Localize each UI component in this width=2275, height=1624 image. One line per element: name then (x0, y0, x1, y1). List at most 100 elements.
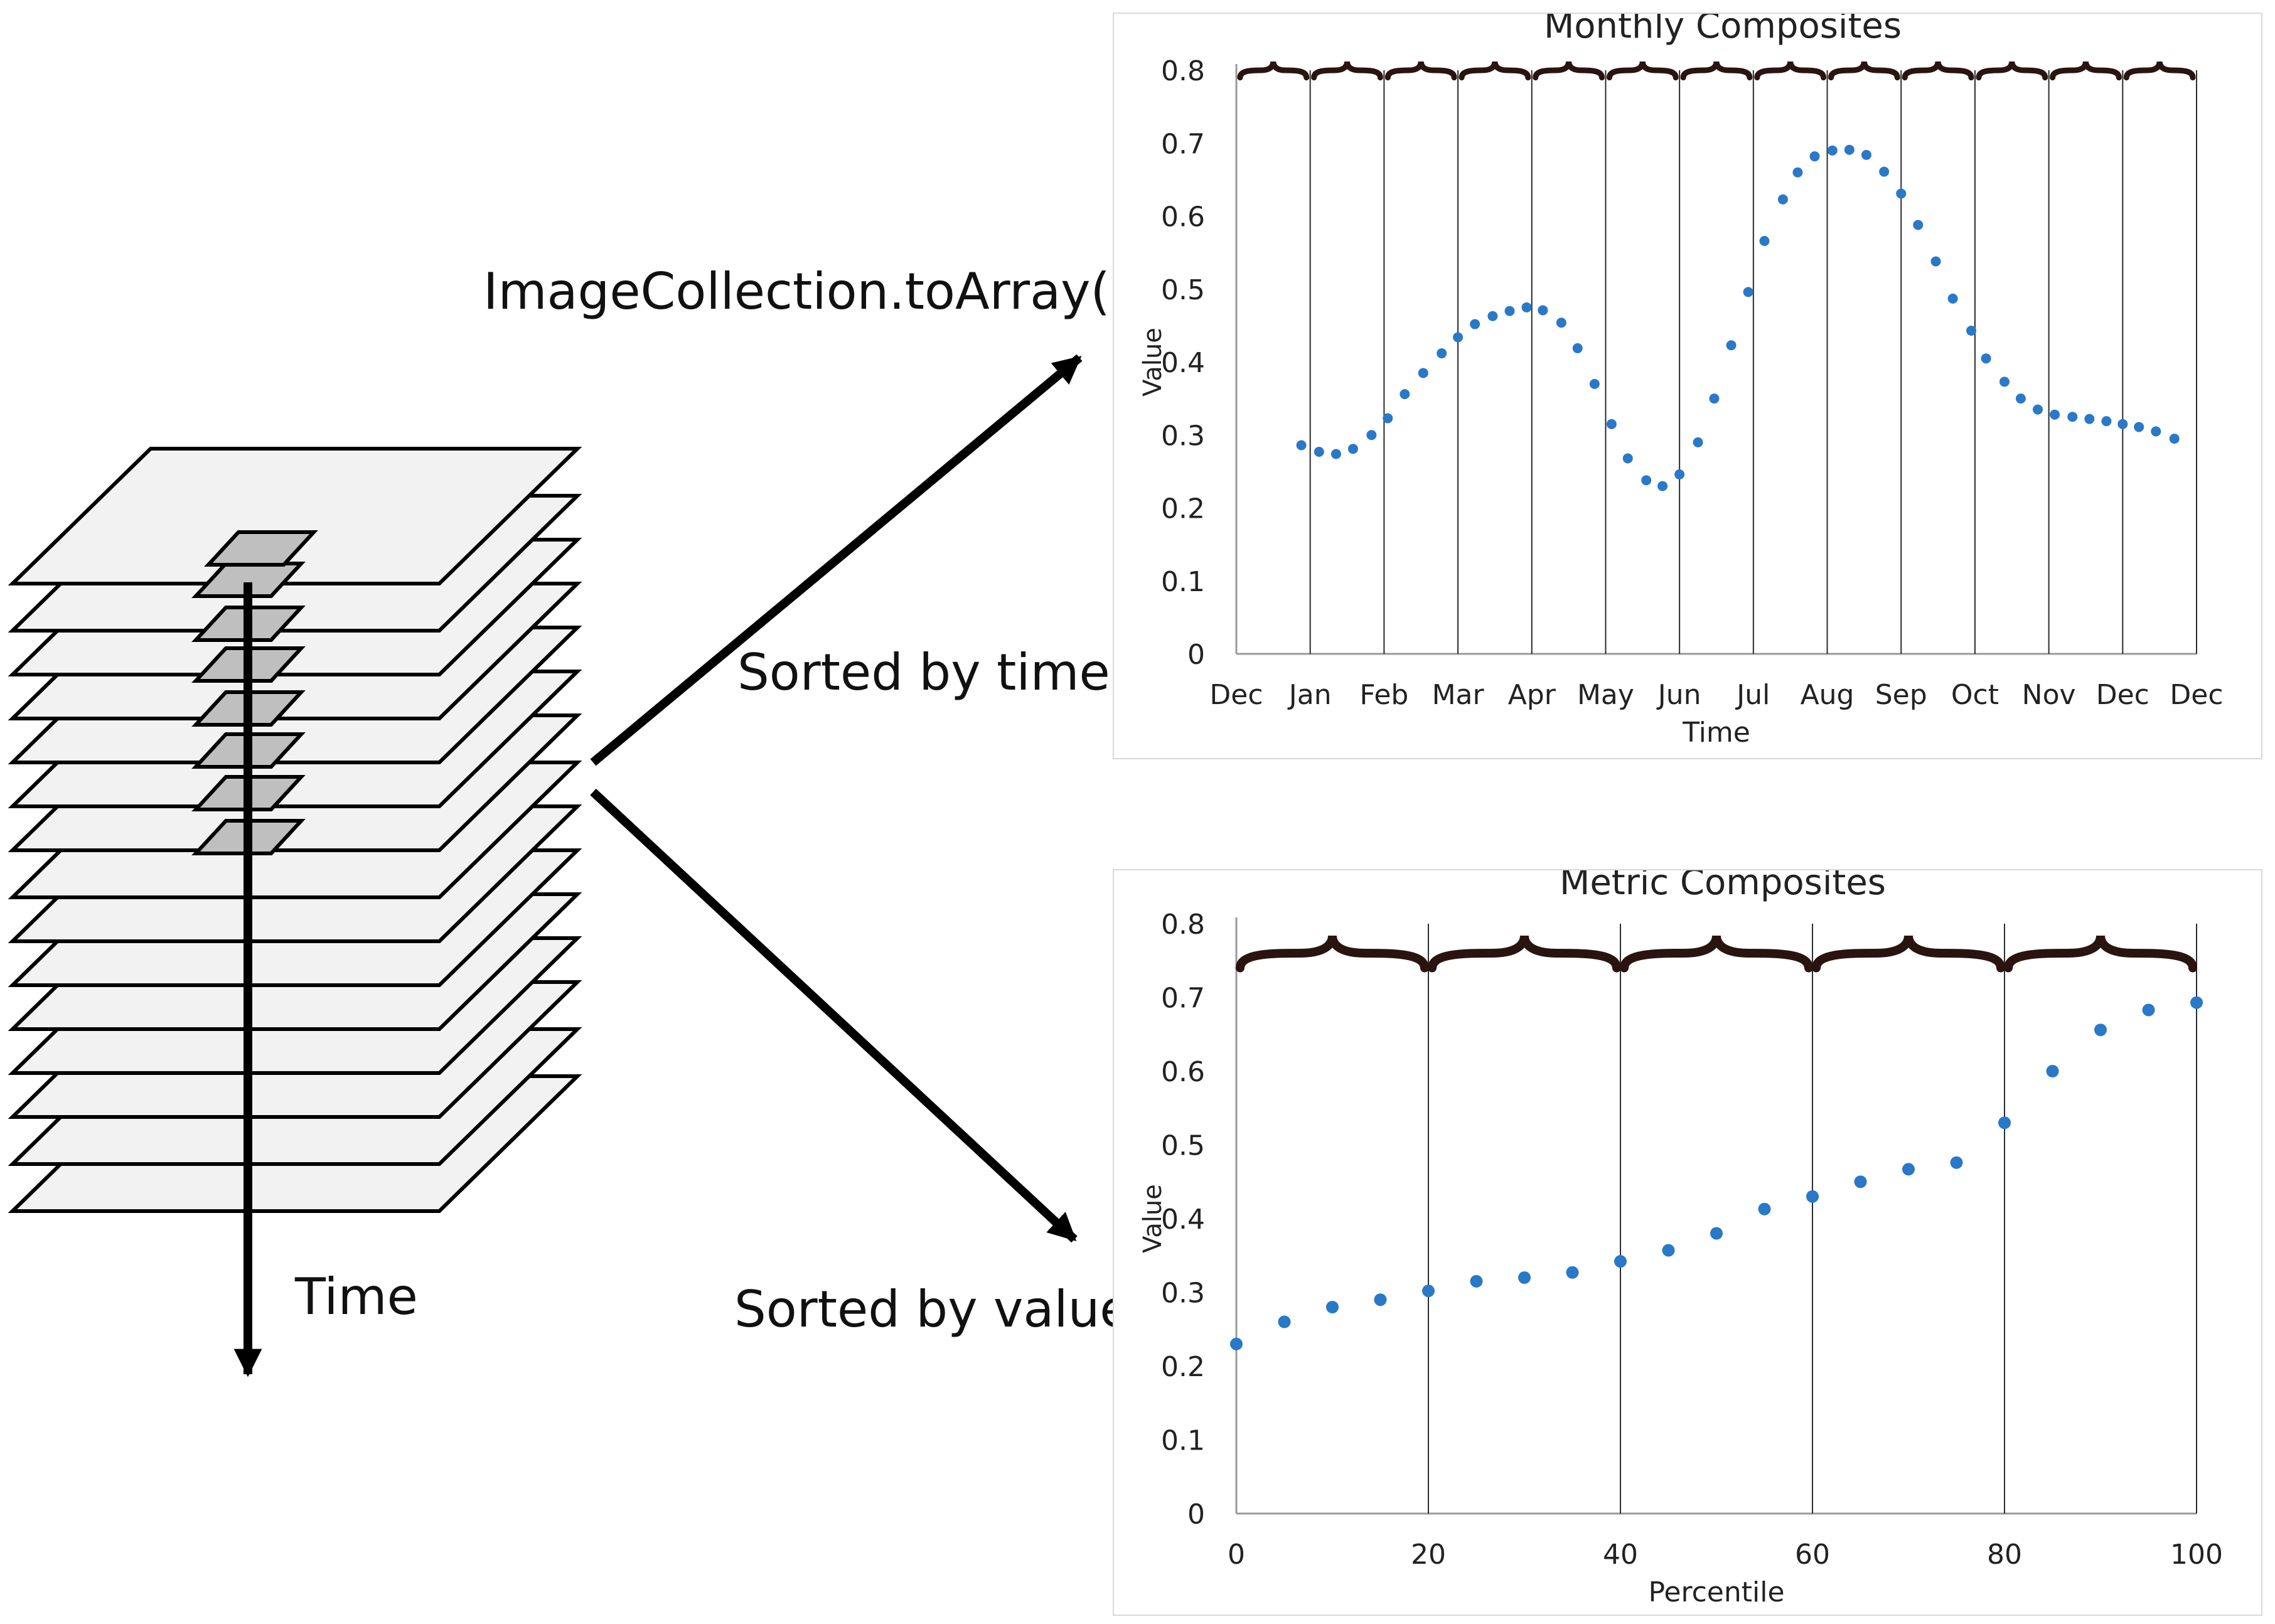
data-point (1662, 1244, 1675, 1257)
data-point (1538, 305, 1548, 316)
data-point (1657, 481, 1668, 491)
pixel-cell (204, 530, 318, 567)
data-point (1518, 1271, 1531, 1284)
x-axis-label: Time (1682, 717, 1750, 749)
y-tick-label: 0.4 (1161, 347, 1205, 379)
x-tick-label: Nov (2022, 679, 2076, 711)
x-tick-label: 40 (1603, 1539, 1638, 1571)
y-tick-label: 0.2 (1161, 493, 1205, 525)
data-point (1487, 311, 1498, 321)
data-point (1622, 453, 1633, 464)
data-point (1950, 1156, 1963, 1169)
data-point (2134, 422, 2144, 432)
data-point (1998, 1116, 2011, 1130)
data-point (1606, 419, 1617, 429)
x-tick-label: 80 (1987, 1539, 2022, 1571)
toarray-label: ImageCollection.toArray() (483, 262, 1130, 321)
data-point (1230, 1337, 1243, 1350)
monthly-composites-chart: Monthly Composites 0 0.1 0.2 0.3 0.4 0.5 0.6 0.7… (1113, 6, 2262, 759)
data-point (1566, 1266, 1579, 1279)
data-point (2190, 996, 2203, 1009)
data-point (1809, 151, 1820, 162)
y-tick-label: 0.4 (1161, 1204, 1205, 1236)
composite-brace (2050, 61, 2122, 81)
composite-brace (1902, 61, 1974, 81)
data-point (1710, 1227, 1723, 1240)
data-point (1418, 368, 1428, 378)
data-point (2050, 409, 2060, 420)
y-tick-label: 0.6 (1161, 1056, 1205, 1088)
data-point (1453, 332, 1464, 343)
composite-brace (1620, 935, 1813, 973)
y-tick-label: 0 (1187, 1498, 1205, 1531)
data-point (1896, 188, 1907, 199)
data-point (1759, 236, 1770, 247)
data-point (1947, 293, 1958, 304)
x-axis-label: Percentile (1648, 1576, 1784, 1608)
data-point (2151, 426, 2161, 437)
y-axis-label: Value (1138, 1184, 1167, 1253)
data-point (1902, 1163, 1915, 1176)
x-tick-label: Jan (1287, 679, 1332, 711)
data-point (1572, 343, 1583, 353)
y-tick-label: 0.1 (1161, 566, 1205, 598)
x-tick-label: Jun (1656, 679, 1701, 711)
composite-brace (1237, 61, 1310, 81)
data-point (1422, 1285, 1435, 1298)
data-point (1589, 378, 1600, 389)
data-point (1844, 144, 1855, 155)
data-point (2101, 416, 2112, 427)
data-point (2169, 434, 2180, 444)
data-point (1470, 1274, 1483, 1288)
composite-brace (1236, 935, 1429, 973)
composite-brace (1459, 61, 1531, 81)
data-point (1470, 319, 1480, 329)
x-tick-label: 100 (2170, 1539, 2223, 1571)
x-tick-label: Dec (2096, 679, 2149, 711)
composite-brace (1812, 935, 2005, 973)
y-tick-label: 0.8 (1161, 55, 1205, 87)
sorted-by-time-arrow (590, 354, 1083, 766)
chart-title: Monthly Composites (1544, 14, 1902, 46)
data-point (1314, 446, 1324, 457)
y-tick-label: 0.3 (1161, 420, 1205, 452)
metric-composites-chart: Metric Composites 0 0.1 0.2 0.3 0.4 0.5 0.6 0.7 0… (1113, 862, 2262, 1616)
x-tick-label: Jul (1735, 679, 1770, 711)
x-tick-label: Dec (1209, 679, 1263, 711)
data-point (1999, 377, 2010, 387)
data-point (1777, 194, 1788, 205)
data-point (1792, 167, 1803, 178)
x-tick-label: Aug (1801, 679, 1855, 711)
data-point (1326, 1301, 1339, 1313)
composite-brace (1754, 61, 1827, 81)
data-point (1383, 413, 1393, 424)
data-point (1330, 449, 1341, 459)
data-point (1278, 1315, 1291, 1328)
y-tick-label: 0.5 (1161, 274, 1205, 306)
composite-brace (1428, 935, 1621, 973)
data-point (2015, 393, 2026, 404)
data-point (1758, 1202, 1771, 1215)
composite-brace (1680, 61, 1753, 81)
data-point (2067, 412, 2078, 422)
y-tick-label: 0.6 (1161, 201, 1205, 233)
data-point (1743, 287, 1753, 297)
data-point (1674, 469, 1685, 480)
x-tick-label: Dec (2170, 679, 2223, 711)
data-point (2032, 404, 2043, 415)
y-tick-label: 0.8 (1161, 909, 1205, 941)
data-point (1614, 1255, 1627, 1268)
data-point (1296, 440, 1307, 451)
x-tick-label: Feb (1359, 679, 1408, 711)
x-tick-label: May (1577, 679, 1634, 711)
data-point (1861, 149, 1871, 160)
y-tick-label: 0.7 (1161, 128, 1205, 160)
monthly-chart-svg: Monthly Composites 0 0.1 0.2 0.3 0.4 0.5 0.6 0.7… (1138, 6, 2224, 749)
data-point (2084, 414, 2095, 424)
y-tick-label: 0 (1187, 639, 1205, 671)
data-point (1913, 220, 1924, 230)
x-tick-label: 60 (1795, 1539, 1830, 1571)
metric-chart-svg: Metric Composites 0 0.1 0.2 0.3 0.4 0.5 0.6 0.7 0… (1138, 862, 2223, 1608)
data-point (1709, 393, 1720, 404)
x-tick-label: Sep (1875, 679, 1927, 711)
